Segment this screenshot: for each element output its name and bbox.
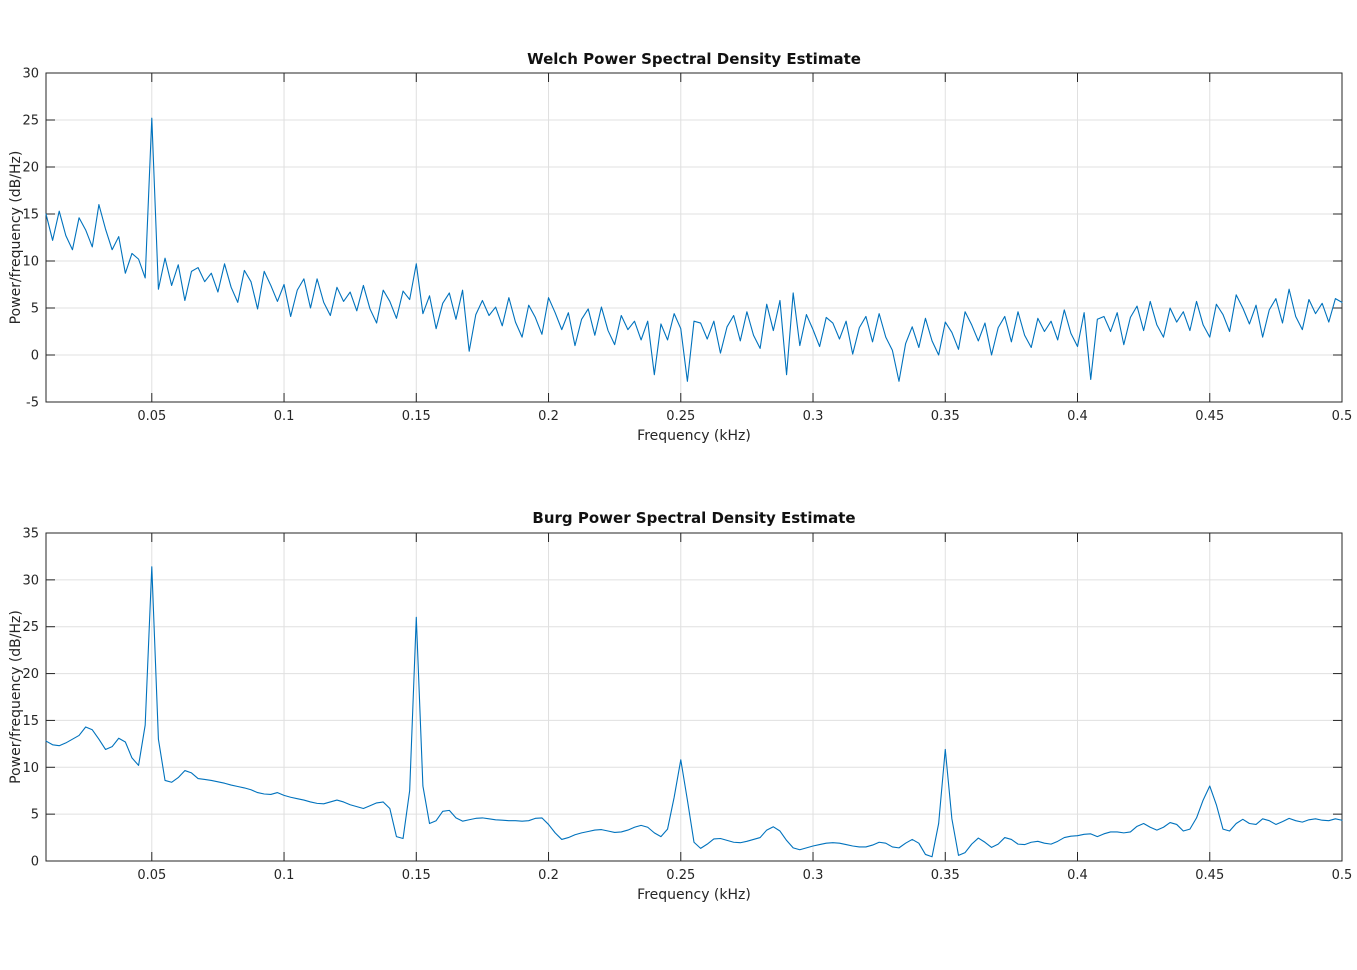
y-tick-label: 0 (31, 855, 39, 870)
x-tick-label: 0.4 (1067, 868, 1088, 883)
x-tick-label: 0.45 (1195, 409, 1224, 424)
x-tick-label: 0.4 (1067, 409, 1088, 424)
y-tick-label: 35 (22, 527, 39, 542)
x-tick-label: 0.15 (402, 868, 431, 883)
x-tick-label: 0.1 (274, 868, 295, 883)
y-tick-label: 5 (31, 808, 39, 823)
welch-y-axis-label: Power/frequency (dB/Hz) (8, 150, 24, 325)
burg-chart-title: Burg Power Spectral Density Estimate (532, 509, 856, 527)
burg-psd-line (45, 566, 1343, 858)
y-tick-label: 25 (22, 114, 39, 129)
burg-psd-axes-box (45, 532, 1343, 862)
y-tick-label: 5 (31, 302, 39, 317)
x-tick-label: 0.45 (1195, 868, 1224, 883)
x-tick-label: 0.3 (803, 409, 824, 424)
welch-psd-line (45, 117, 1343, 382)
welch-psd-axes-box (45, 72, 1343, 403)
y-tick-label: 0 (31, 349, 39, 364)
y-tick-label: 10 (22, 761, 39, 776)
welch-chart-title: Welch Power Spectral Density Estimate (527, 50, 861, 68)
burg-x-axis-label: Frequency (kHz) (637, 887, 751, 903)
x-tick-label: 0.5 (1332, 868, 1353, 883)
x-tick-label: 0.2 (538, 409, 559, 424)
x-tick-label: 0.5 (1332, 409, 1353, 424)
y-tick-label: 10 (22, 255, 39, 270)
x-tick-label: 0.25 (666, 409, 695, 424)
y-tick-label: 20 (22, 161, 39, 176)
welch-psd-plot: 0.05 0.1 0.15 0.2 0.25 0.3 0.35 0.4 0.45 0.5 -5 0 5 1… (22, 67, 1352, 425)
y-tick-label: 20 (22, 667, 39, 682)
x-tick-label: 0.15 (402, 409, 431, 424)
y-tick-label: 25 (22, 620, 39, 635)
x-tick-label: 0.3 (803, 868, 824, 883)
y-tick-label: 30 (22, 573, 39, 588)
x-tick-label: 0.35 (931, 868, 960, 883)
y-tick-label: 15 (22, 208, 39, 223)
x-tick-label: 0.35 (931, 409, 960, 424)
burg-psd-plot: 0.05 0.1 0.15 0.2 0.25 0.3 0.35 0.4 0.45 0.5 0 5 10 1… (22, 527, 1352, 884)
x-tick-label: 0.05 (137, 868, 166, 883)
x-tick-label: 0.25 (666, 868, 695, 883)
x-tick-label: 0.05 (137, 409, 166, 424)
y-tick-label: 30 (22, 67, 39, 82)
welch-x-axis-label: Frequency (kHz) (637, 428, 751, 444)
y-tick-label: 15 (22, 714, 39, 729)
x-tick-label: 0.1 (274, 409, 295, 424)
x-tick-label: 0.2 (538, 868, 559, 883)
y-tick-label: -5 (26, 396, 39, 411)
burg-y-axis-label: Power/frequency (dB/Hz) (8, 610, 24, 784)
